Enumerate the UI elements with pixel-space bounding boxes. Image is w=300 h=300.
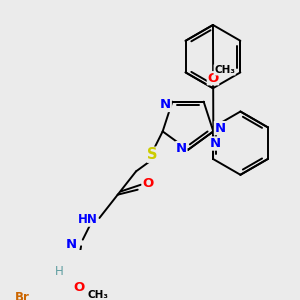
Text: N: N — [209, 137, 220, 150]
Text: CH₃: CH₃ — [87, 290, 108, 299]
Text: N: N — [214, 122, 226, 135]
Text: O: O — [74, 281, 85, 294]
Text: Br: Br — [15, 290, 29, 300]
Text: N: N — [160, 98, 171, 112]
Text: N: N — [176, 142, 187, 155]
Text: S: S — [147, 147, 158, 162]
Text: N: N — [65, 238, 77, 251]
Text: O: O — [142, 176, 153, 190]
Text: H: H — [55, 265, 64, 278]
Text: HN: HN — [78, 213, 98, 226]
Text: CH₃: CH₃ — [214, 65, 235, 75]
Text: O: O — [207, 72, 219, 85]
